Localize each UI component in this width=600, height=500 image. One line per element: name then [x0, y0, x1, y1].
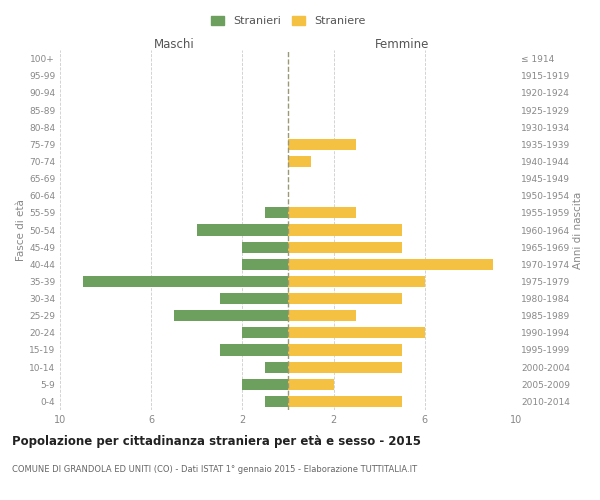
Bar: [288, 258, 493, 270]
Bar: [242, 378, 288, 390]
Text: Popolazione per cittadinanza straniera per età e sesso - 2015: Popolazione per cittadinanza straniera p…: [12, 435, 421, 448]
Bar: [242, 328, 288, 338]
Bar: [83, 276, 288, 287]
Bar: [265, 208, 288, 218]
Bar: [288, 362, 402, 372]
Bar: [288, 293, 402, 304]
Bar: [174, 310, 288, 322]
Bar: [288, 344, 402, 356]
Bar: [288, 396, 402, 407]
Legend: Stranieri, Straniere: Stranieri, Straniere: [207, 12, 369, 29]
Y-axis label: Fasce di età: Fasce di età: [16, 199, 26, 261]
Bar: [220, 344, 288, 356]
Text: Maschi: Maschi: [154, 38, 194, 51]
Bar: [288, 224, 402, 235]
Bar: [288, 242, 402, 252]
Y-axis label: Anni di nascita: Anni di nascita: [573, 192, 583, 268]
Bar: [288, 276, 425, 287]
Bar: [288, 156, 311, 167]
Bar: [220, 293, 288, 304]
Bar: [288, 378, 334, 390]
Text: COMUNE DI GRANDOLA ED UNITI (CO) - Dati ISTAT 1° gennaio 2015 - Elaborazione TUT: COMUNE DI GRANDOLA ED UNITI (CO) - Dati …: [12, 465, 417, 474]
Bar: [288, 328, 425, 338]
Bar: [288, 310, 356, 322]
Bar: [288, 138, 356, 150]
Bar: [288, 208, 356, 218]
Bar: [265, 362, 288, 372]
Bar: [242, 242, 288, 252]
Text: Femmine: Femmine: [375, 38, 429, 51]
Bar: [242, 258, 288, 270]
Bar: [197, 224, 288, 235]
Bar: [265, 396, 288, 407]
